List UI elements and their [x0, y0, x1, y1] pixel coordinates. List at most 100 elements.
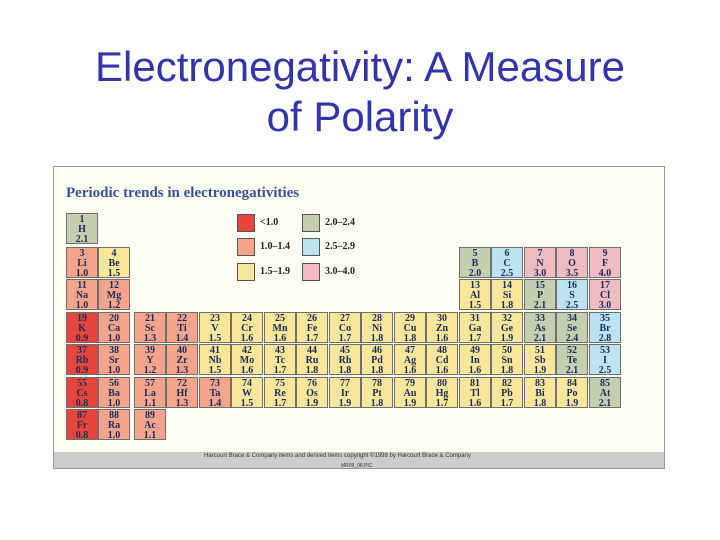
electronegativity-value: 1.6: [435, 333, 449, 344]
element-cell-os: 76 Os 1.9: [296, 377, 328, 409]
element-symbol: Cs: [76, 388, 88, 399]
electronegativity-value: 2.1: [75, 234, 89, 245]
element-symbol: La: [144, 388, 156, 399]
atomic-number: 14: [502, 280, 512, 291]
element-symbol: Sc: [145, 323, 155, 334]
atomic-number: 72: [177, 378, 187, 389]
electronegativity-value: 1.2: [143, 365, 157, 376]
atomic-number: 56: [109, 378, 119, 389]
element-cell-co: 27 Co 1.7: [329, 312, 361, 344]
element-symbol: Os: [306, 388, 318, 399]
periodic-table-figure: Periodic trends in electronegativities <…: [53, 166, 665, 469]
electronegativity-value: 2.1: [598, 398, 612, 409]
element-cell-ir: 77 Ir 1.9: [329, 377, 361, 409]
atomic-number: 51: [535, 345, 545, 356]
element-cell-cu: 29 Cu 1.8: [394, 312, 426, 344]
element-cell-sn: 50 Sn 1.8: [491, 344, 523, 376]
footer-bar: [54, 452, 664, 468]
element-cell-h: 1 H 2.1: [66, 213, 98, 245]
atomic-number: 40: [177, 345, 187, 356]
element-symbol: C: [503, 258, 511, 269]
electronegativity-value: 1.6: [240, 365, 254, 376]
electronegativity-value: 1.0: [75, 268, 89, 279]
electronegativity-value: 1.9: [533, 365, 547, 376]
electronegativity-value: 0.9: [75, 333, 89, 344]
element-cell-o: 8 O 3.5: [556, 247, 588, 279]
atomic-number: 11: [77, 280, 87, 291]
element-cell-p: 15 P 2.1: [524, 279, 556, 311]
element-cell-hg: 80 Hg 1.7: [426, 377, 458, 409]
element-symbol: Hg: [435, 388, 449, 399]
element-symbol: In: [470, 355, 480, 366]
element-cell-zn: 30 Zn 1.6: [426, 312, 458, 344]
electronegativity-value: 1.7: [273, 365, 287, 376]
electronegativity-value: 2.5: [500, 268, 514, 279]
element-cell-li: 3 Li 1.0: [66, 247, 98, 279]
element-cell-cs: 55 Cs 0.8: [66, 377, 98, 409]
atomic-number: 29: [405, 313, 415, 324]
element-cell-k: 19 K 0.9: [66, 312, 98, 344]
element-symbol: Br: [599, 323, 611, 334]
electronegativity-value: 1.7: [273, 398, 287, 409]
element-symbol: Ir: [340, 388, 350, 399]
element-symbol: Po: [566, 388, 578, 399]
atomic-number: 15: [535, 280, 545, 291]
element-symbol: Co: [338, 323, 352, 334]
element-symbol: Cr: [241, 323, 253, 334]
atomic-number: 9: [602, 248, 608, 259]
atomic-number: 1: [79, 214, 85, 225]
atomic-number: 49: [470, 345, 480, 356]
element-symbol: Mg: [106, 290, 122, 301]
electronegativity-value: 1.5: [208, 365, 222, 376]
element-cell-bi: 83 Bi 1.8: [524, 377, 556, 409]
atomic-number: 84: [567, 378, 577, 389]
electronegativity-value: 1.7: [500, 398, 514, 409]
element-cell-ru: 44 Ru 1.8: [296, 344, 328, 376]
element-symbol: Mn: [272, 323, 288, 334]
element-cell-nb: 41 Nb 1.5: [199, 344, 231, 376]
atomic-number: 3: [79, 248, 85, 259]
electronegativity-value: 1.1: [143, 398, 157, 409]
element-cell-na: 11 Na 1.0: [66, 279, 98, 311]
electronegativity-value: 0.9: [75, 365, 89, 376]
element-symbol: Si: [502, 290, 512, 301]
electronegativity-value: 1.9: [403, 398, 417, 409]
electronegativity-value: 1.4: [175, 333, 189, 344]
element-symbol: Mo: [239, 355, 255, 366]
electronegativity-value: 1.5: [208, 333, 222, 344]
atomic-number: 37: [77, 345, 87, 356]
element-cell-cl: 17 Cl 3.0: [589, 279, 621, 311]
element-cell-ti: 22 Ti 1.4: [166, 312, 198, 344]
element-symbol: Se: [567, 323, 577, 334]
electronegativity-value: 1.8: [370, 365, 384, 376]
element-cell-zr: 40 Zr 1.3: [166, 344, 198, 376]
atomic-number: 24: [242, 313, 252, 324]
atomic-number: 47: [405, 345, 415, 356]
electronegativity-value: 1.6: [403, 365, 417, 376]
electronegativity-value: 1.0: [107, 333, 121, 344]
atomic-number: 88: [109, 410, 119, 421]
atomic-number: 42: [242, 345, 252, 356]
electronegativity-value: 1.5: [240, 398, 254, 409]
electronegativity-value: 1.8: [533, 398, 547, 409]
element-cell-at: 85 At 2.1: [589, 377, 621, 409]
element-cell-hf: 72 Hf 1.3: [166, 377, 198, 409]
element-symbol: Ra: [107, 420, 121, 431]
element-symbol: H: [78, 224, 86, 235]
atomic-number: 4: [111, 248, 117, 259]
electronegativity-value: 1.0: [107, 365, 121, 376]
element-cell-as: 33 As 2.1: [524, 312, 556, 344]
element-cell-y: 39 Y 1.2: [134, 344, 166, 376]
electronegativity-value: 1.3: [175, 365, 189, 376]
element-symbol: Na: [75, 290, 89, 301]
element-cell-rh: 45 Rh 1.8: [329, 344, 361, 376]
electronegativity-value: 1.8: [500, 300, 514, 311]
electronegativity-value: 1.6: [240, 333, 254, 344]
legend-swatch: [302, 214, 320, 232]
element-cell-mn: 25 Mn 1.6: [264, 312, 296, 344]
atomic-number: 5: [472, 248, 478, 259]
element-symbol: K: [78, 323, 86, 334]
atomic-number: 12: [109, 280, 119, 291]
electronegativity-value: 4.0: [598, 268, 612, 279]
atomic-number: 55: [77, 378, 87, 389]
